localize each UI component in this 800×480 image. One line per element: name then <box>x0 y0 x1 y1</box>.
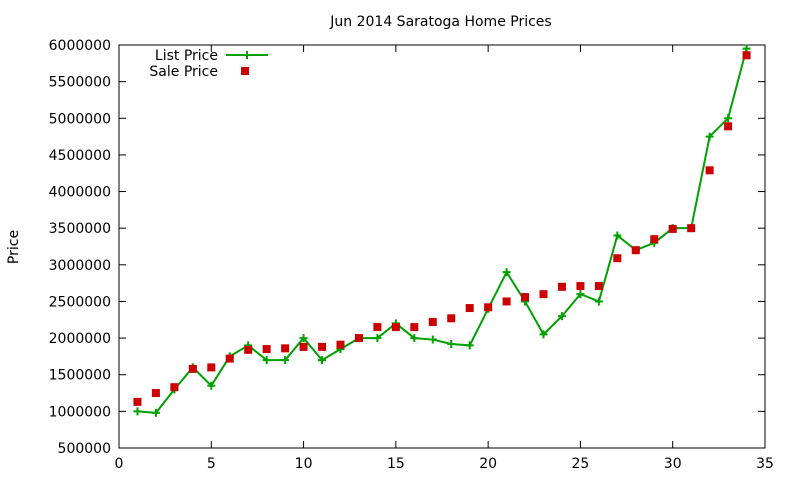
list-price-point <box>447 339 456 348</box>
sale-price-point <box>225 354 234 363</box>
sale-price-point <box>502 297 511 306</box>
list-price-point <box>613 231 622 240</box>
x-tick-label: 5 <box>207 456 216 472</box>
sale-price-point <box>687 224 696 233</box>
sale-price-point <box>318 342 327 351</box>
sale-price-point <box>465 304 474 313</box>
list-price-point <box>410 334 419 343</box>
list-price-point <box>428 335 437 344</box>
sale-price-point <box>281 344 290 353</box>
list-price-point <box>465 341 474 350</box>
plot-frame <box>118 44 766 449</box>
y-tick-label: 3500000 <box>49 221 111 237</box>
y-tick-label: 2500000 <box>49 294 111 310</box>
list-price-point <box>299 334 308 343</box>
sale-price-point <box>262 345 271 354</box>
sale-price-point <box>576 282 585 291</box>
list-price-point <box>281 356 290 365</box>
y-tick-label: 1500000 <box>49 368 111 384</box>
sale-price-point <box>354 334 363 343</box>
list-price-point <box>502 268 511 277</box>
sale-price-point <box>336 340 345 349</box>
sale-price-point <box>594 282 603 291</box>
list-price-point <box>373 334 382 343</box>
list-price-point <box>724 114 733 123</box>
x-tick-label: 0 <box>115 456 124 472</box>
list-price-point <box>539 330 548 339</box>
sale-price-point <box>521 293 530 302</box>
sale-price-point <box>650 235 659 244</box>
y-tick-label: 4500000 <box>49 148 111 164</box>
axis-ticks: 0 5 10 15 20 25 30 35 500000 1000000 1500000 200000… <box>49 38 774 472</box>
series <box>133 44 751 417</box>
y-tick-label: 4000000 <box>49 185 111 201</box>
list-price-point <box>594 297 603 306</box>
x-tick-label: 20 <box>479 456 497 472</box>
x-tick-label: 15 <box>387 456 405 472</box>
list-price-line <box>137 48 748 414</box>
sale-price-point <box>447 314 456 323</box>
list-price-point <box>207 381 216 390</box>
sale-price-point <box>391 323 400 332</box>
sale-price-point <box>705 166 714 175</box>
sale-price-point <box>742 51 751 60</box>
sale-price-point <box>207 363 216 372</box>
x-tick-label: 35 <box>756 456 774 472</box>
sale-price-point <box>373 323 382 332</box>
sale-price-point <box>410 323 419 332</box>
x-tick-label: 30 <box>664 456 682 472</box>
sale-price-point <box>170 383 179 392</box>
x-tick-label: 10 <box>295 456 313 472</box>
sale-price-point <box>151 389 160 398</box>
list-price-point <box>557 312 566 321</box>
list-price-point <box>133 407 142 416</box>
legend-marker-list-price <box>243 51 251 59</box>
y-tick-label: 2000000 <box>49 331 111 347</box>
y-tick-label: 6000000 <box>49 38 111 54</box>
sale-price-point <box>244 345 253 354</box>
list-price-point <box>705 132 714 141</box>
sale-price-point <box>428 317 437 326</box>
y-tick-label: 1000000 <box>49 404 111 420</box>
sale-price-point <box>613 254 622 263</box>
list-price-point <box>576 290 585 299</box>
legend-label-list-price: List Price <box>155 48 218 64</box>
sale-price-point <box>133 397 142 406</box>
list-price-point <box>262 356 271 365</box>
sale-price-point <box>299 342 308 351</box>
sale-price-point <box>724 122 733 131</box>
list-price-point <box>151 408 160 417</box>
sale-price-point <box>484 303 493 312</box>
list-price-point <box>318 356 327 365</box>
chart-title: Jun 2014 Saratoga Home Prices <box>329 14 551 30</box>
legend-label-sale-price: Sale Price <box>149 64 218 80</box>
sale-price-point <box>631 246 640 255</box>
plot-border <box>118 44 766 449</box>
sale-price-point <box>668 224 677 233</box>
y-tick-label: 5500000 <box>49 75 111 91</box>
y-tick-label: 3000000 <box>49 258 111 274</box>
sale-price-point <box>539 290 548 299</box>
legend-marker-sale-price <box>241 67 249 75</box>
sale-price-point <box>557 282 566 291</box>
y-axis-label: Price <box>6 230 22 264</box>
y-tick-label: 5000000 <box>49 111 111 127</box>
x-tick-label: 25 <box>572 456 590 472</box>
y-tick-label: 500000 <box>58 441 111 457</box>
sale-price-point <box>188 364 197 373</box>
